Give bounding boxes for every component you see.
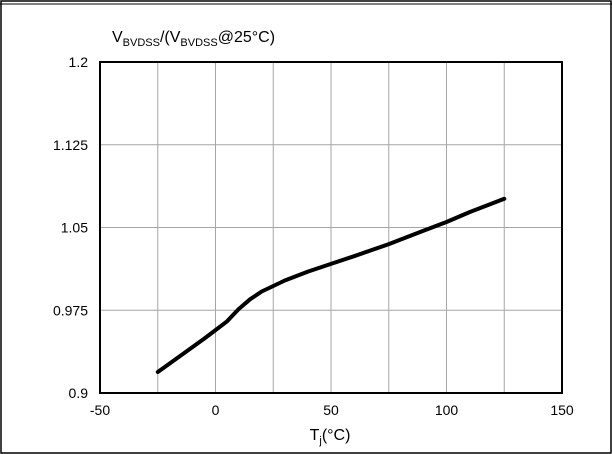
x-tick-labels: -50 0 50 100 150 [90, 402, 574, 418]
y-tick-labels: 0.9 0.975 1.05 1.125 1.2 [53, 54, 88, 401]
series-line-vbvdss [155, 196, 507, 374]
x-tick-label: 150 [550, 402, 574, 418]
y-tick-label: 0.975 [53, 302, 88, 318]
plot-area-border [99, 61, 563, 394]
x-tick-label: -50 [90, 402, 110, 418]
x-tick-label: 50 [323, 402, 339, 418]
y-tick-label: 0.9 [69, 385, 89, 401]
x-tick-label: 0 [212, 402, 220, 418]
x-axis-title: Tj(°C) [310, 427, 351, 447]
grid-lines [99, 61, 563, 394]
y-axis-title: VBVDSS/(VBVDSS@25°C) [112, 29, 275, 49]
y-tick-label: 1.125 [53, 137, 88, 153]
y-tick-label: 1.05 [61, 220, 88, 236]
y-tick-label: 1.2 [69, 54, 89, 70]
x-tick-label: 100 [435, 402, 459, 418]
